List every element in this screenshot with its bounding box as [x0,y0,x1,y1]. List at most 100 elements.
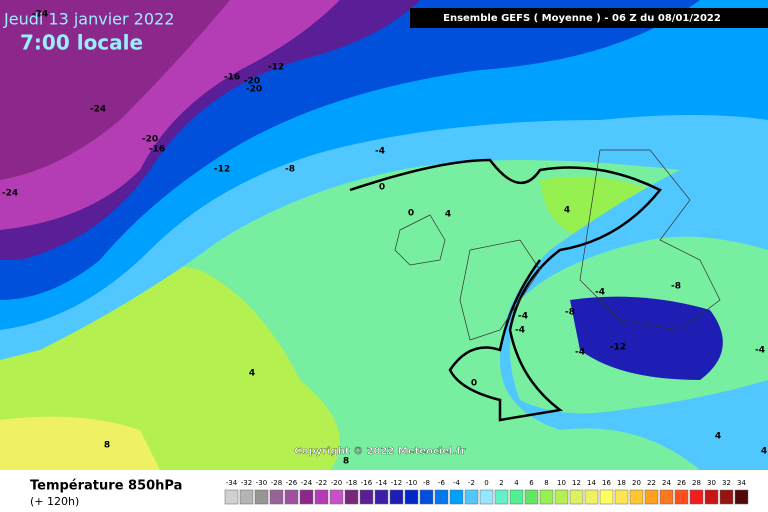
legend-tick: -22 [316,479,327,487]
legend-swatch [449,489,464,505]
legend-tick: 16 [602,479,611,487]
legend-swatch [569,489,584,505]
contour-label: 0 [408,209,414,219]
run-info: Ensemble GEFS ( Moyenne ) - 06 Z du 08/0… [443,13,721,24]
legend-tick: -6 [438,479,446,487]
contour-label: 0 [379,183,385,193]
contour-label: -8 [565,308,575,318]
contour-label: 4 [445,210,451,220]
contour-label: 4 [564,206,570,216]
legend-tick: 4 [514,479,519,487]
contour-label: -8 [285,165,295,175]
legend-tick: -26 [286,479,298,487]
legend-swatch [659,489,674,505]
legend-swatch [224,489,239,505]
warm-zone [0,416,160,470]
run-box [410,8,768,28]
legend-swatch [239,489,254,505]
legend-tick: 0 [484,479,488,487]
legend-tick: -16 [361,479,373,487]
legend-tick: 8 [544,479,548,487]
contour-label: 4 [761,447,767,457]
legend-tick: -14 [376,479,388,487]
contour-label: -12 [214,165,230,175]
legend-swatch [404,489,419,505]
legend-swatch [344,489,359,505]
cold-zone [0,0,230,180]
legend-tick: 10 [557,479,566,487]
cold-zone [570,296,723,380]
map-date: Jeudi 13 janvier 2022 [3,10,174,29]
legend-tick: 22 [647,479,656,487]
legend-swatch [419,489,434,505]
legend-tick: -10 [406,479,417,487]
legend-swatch [629,489,644,505]
contour-label: -4 [518,312,528,322]
legend-tick: 14 [587,479,596,487]
legend-swatch [524,489,539,505]
legend-tick: 34 [737,479,746,487]
contour-label: -20 [142,135,158,145]
copyright: Copyright © 2022 Meteociel.fr [294,446,465,457]
contour-label: -16 [224,73,240,83]
legend-swatch [554,489,569,505]
contour-label: -24 [32,10,48,20]
contour-labels: -24-16 -20-12-20-24-20-16-12 -8-40-240 4 4-4… [2,10,767,467]
legend-tick: -12 [391,479,402,487]
contour-label: -24 [2,189,18,199]
legend-swatch [614,489,629,505]
legend-tick: -20 [331,479,342,487]
legend-swatch [284,489,299,505]
contour-label: -12 [268,63,284,73]
legend-tick: 28 [692,479,701,487]
legend-tick: 20 [632,479,641,487]
map-time: 7:00 locale [20,31,143,55]
contour-label: -4 [575,348,585,358]
legend-swatch [494,489,509,505]
legend-tick: -24 [301,479,313,487]
legend-swatch [359,489,374,505]
color-legend: -34 -32 -30 -28 -26 -24 -22 -20 -18 -16 -14 -12 -10-… [224,479,749,505]
contour-label: -4 [375,147,385,157]
legend-swatch [689,489,704,505]
legend-swatch [434,489,449,505]
legend-tick: -4 [453,479,461,487]
legend-swatch [599,489,614,505]
contour-label: 0 [471,379,477,389]
legend-swatch [389,489,404,505]
contour-label: -8 [671,282,681,292]
contour-label: -4 [755,346,765,356]
legend-swatch [269,489,284,505]
contour-label: 8 [104,441,110,451]
legend-swatch [539,489,554,505]
contour-label: -4 [595,288,605,298]
contour-label: -16 [149,145,165,155]
legend-tick: 24 [662,479,671,487]
variable-name: Température 850hPa [30,479,182,494]
contour-label: 4 [715,432,721,442]
legend-swatch [464,489,479,505]
legend-swatch [314,489,329,505]
legend-swatch [254,489,269,505]
contour-label: -20 [246,85,262,95]
legend-tick: -18 [346,479,357,487]
legend-tick: -32 [241,479,252,487]
legend-swatch [509,489,524,505]
legend-swatch [584,489,599,505]
legend-swatch [719,489,734,505]
legend-swatch [299,489,314,505]
legend-tick: -2 [468,479,475,487]
contour-label: -4 [515,326,525,336]
legend-tick: 18 [617,479,626,487]
legend-swatch [374,489,389,505]
legend-swatch [674,489,689,505]
legend-tick: 12 [572,479,581,487]
legend-tick: -34 [226,479,238,487]
legend-tick: 2 [499,479,503,487]
legend-swatch [644,489,659,505]
contour-label: 8 [343,457,349,467]
lead-time: (+ 120h) [30,495,79,508]
legend-tick: 30 [707,479,716,487]
legend-tick: -28 [271,479,282,487]
